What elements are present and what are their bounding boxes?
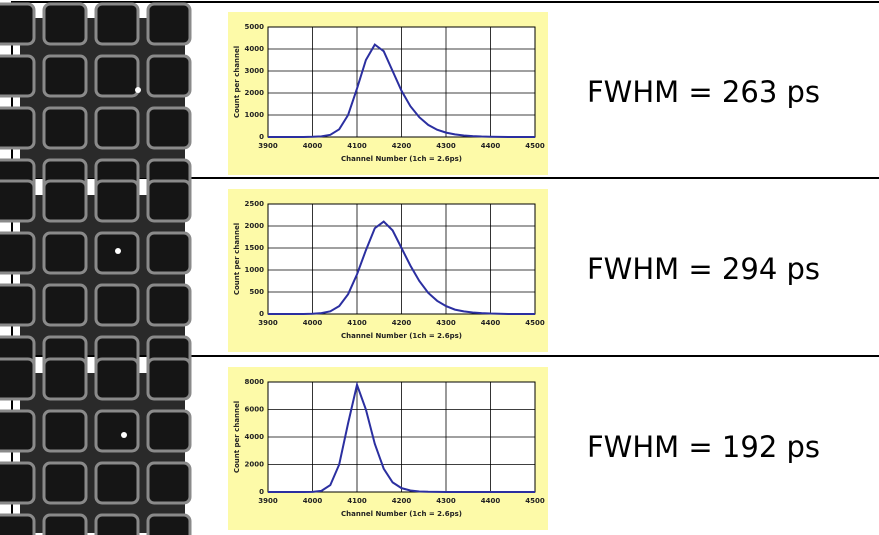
photo-cell <box>0 513 36 535</box>
photo-cell <box>0 106 36 150</box>
photo-cell <box>94 409 140 453</box>
y-tick-label: 1000 <box>245 266 265 274</box>
photo-cell <box>42 2 88 46</box>
photo-cell <box>0 54 36 98</box>
photo-cell <box>146 461 192 505</box>
x-tick-label: 4200 <box>392 319 412 327</box>
y-tick-label: 2500 <box>245 200 265 208</box>
photo-cell <box>42 283 88 327</box>
x-tick-label: 4500 <box>525 142 545 150</box>
photo-cell <box>146 179 192 223</box>
x-tick-label: 4300 <box>436 142 456 150</box>
photo <box>0 179 192 379</box>
photo-cell <box>94 106 140 150</box>
y-tick-label: 4000 <box>245 45 265 53</box>
x-tick-label: 4500 <box>525 497 545 505</box>
x-tick-label: 4300 <box>436 497 456 505</box>
x-tick-label: 4500 <box>525 319 545 327</box>
photo-cell <box>0 231 36 275</box>
photo-cell <box>42 231 88 275</box>
y-tick-label: 8000 <box>245 378 265 386</box>
y-axis-label: Count per channel <box>233 401 241 473</box>
photo-cell <box>94 461 140 505</box>
photo-cell <box>94 54 140 98</box>
photo-cell <box>42 54 88 98</box>
photo-cell <box>42 106 88 150</box>
photo-cell <box>146 513 192 535</box>
photo-cell <box>0 283 36 327</box>
photo-cell <box>0 357 36 401</box>
photo-cell <box>94 283 140 327</box>
x-tick-label: 4400 <box>481 142 501 150</box>
photo-cell <box>42 461 88 505</box>
y-tick-label: 4000 <box>245 433 265 441</box>
photo-cell <box>146 283 192 327</box>
photo-cell <box>94 179 140 223</box>
data-line <box>268 381 535 493</box>
y-tick-label: 0 <box>259 310 264 318</box>
photo-cell <box>146 54 192 98</box>
x-tick-label: 4100 <box>347 497 367 505</box>
x-tick-label: 4100 <box>347 319 367 327</box>
photo-cell <box>94 513 140 535</box>
fwhm-label: FWHM = 263 ps <box>587 75 820 109</box>
y-tick-label: 500 <box>249 288 264 296</box>
x-tick-label: 3900 <box>258 497 278 505</box>
photo-cell <box>42 357 88 401</box>
y-tick-label: 2000 <box>245 222 265 230</box>
y-tick-label: 0 <box>259 133 264 141</box>
y-tick-label: 5000 <box>245 23 265 31</box>
photo-cell <box>0 2 36 46</box>
x-axis-label: Channel Number (1ch = 2.6ps) <box>341 155 462 163</box>
y-tick-label: 3000 <box>245 67 265 75</box>
photo-cell <box>146 409 192 453</box>
x-tick-label: 4400 <box>481 319 501 327</box>
fwhm-label: FWHM = 294 ps <box>587 252 820 286</box>
photo <box>0 2 192 202</box>
photo-spot <box>115 248 121 254</box>
photo-cell <box>94 2 140 46</box>
photo-spot <box>121 432 127 438</box>
photo-spot <box>135 87 141 93</box>
y-tick-label: 1500 <box>245 244 265 252</box>
x-tick-label: 4200 <box>392 497 412 505</box>
x-axis-label: Channel Number (1ch = 2.6ps) <box>341 332 462 340</box>
photo-cell <box>146 106 192 150</box>
photo-cell <box>94 357 140 401</box>
fwhm-label: FWHM = 192 ps <box>587 430 820 464</box>
photo-cell <box>0 409 36 453</box>
x-tick-label: 4000 <box>303 497 323 505</box>
photo-cell <box>42 409 88 453</box>
x-tick-label: 3900 <box>258 142 278 150</box>
x-tick-label: 4400 <box>481 497 501 505</box>
x-tick-label: 4000 <box>303 319 323 327</box>
photo-cell <box>0 179 36 223</box>
y-tick-label: 2000 <box>245 461 265 469</box>
x-tick-label: 4300 <box>436 319 456 327</box>
x-tick-label: 4200 <box>392 142 412 150</box>
data-line <box>268 220 535 315</box>
photo-cell <box>146 231 192 275</box>
photo-cell <box>0 461 36 505</box>
data-line <box>268 43 535 138</box>
x-tick-label: 4100 <box>347 142 367 150</box>
photo-cell <box>42 179 88 223</box>
photo-cell <box>146 2 192 46</box>
photo-cell <box>42 513 88 535</box>
y-axis-label: Count per channel <box>233 223 241 295</box>
y-tick-label: 1000 <box>245 111 265 119</box>
photo-cell <box>146 357 192 401</box>
y-tick-label: 2000 <box>245 89 265 97</box>
y-axis-label: Count per channel <box>233 46 241 118</box>
x-tick-label: 3900 <box>258 319 278 327</box>
y-tick-label: 0 <box>259 488 264 496</box>
x-axis-label: Channel Number (1ch = 2.6ps) <box>341 510 462 518</box>
photo <box>0 357 192 535</box>
x-tick-label: 4000 <box>303 142 323 150</box>
y-tick-label: 6000 <box>245 406 265 414</box>
